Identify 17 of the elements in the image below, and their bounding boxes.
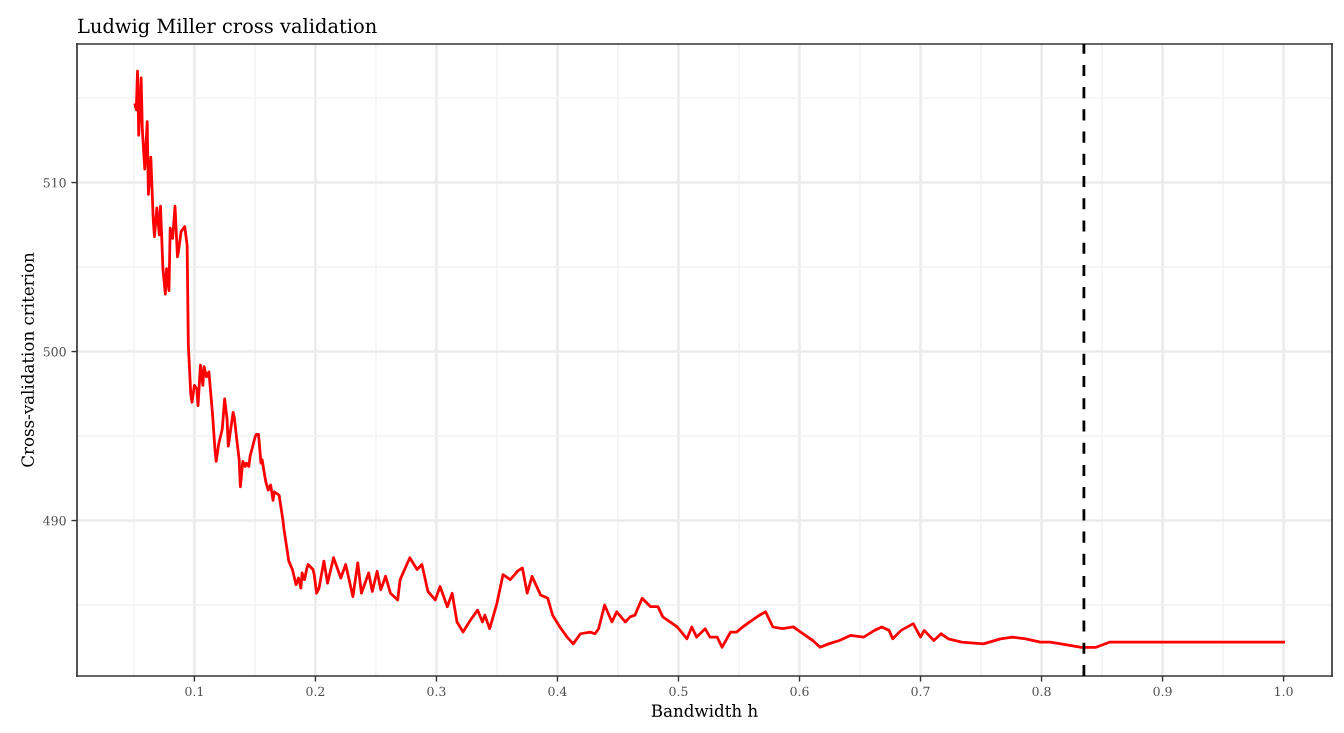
x-tick-label: 0.2 — [306, 686, 325, 697]
line-series — [133, 69, 1285, 649]
x-tick-label: 0.7 — [911, 686, 930, 697]
y-axis-title: Cross-validation criterion — [21, 252, 34, 467]
x-tick-label: 0.8 — [1032, 686, 1051, 697]
x-tick-label: 0.3 — [427, 686, 446, 697]
x-axis-title: Bandwidth h — [651, 704, 758, 717]
x-tick-label: 1.0 — [1275, 686, 1293, 697]
x-tick-label: 0.1 — [185, 686, 203, 697]
x-tick-label: 0.6 — [790, 686, 809, 697]
y-tick-label: 500 — [43, 347, 66, 357]
x-tick-label: 0.9 — [1153, 686, 1172, 697]
y-tick-label: 490 — [43, 516, 66, 526]
x-tick-label: 0.5 — [669, 686, 688, 697]
chart-title: Ludwig Miller cross validation — [78, 18, 377, 38]
y-tick-label: 510 — [43, 178, 66, 188]
x-tick-label: 0.4 — [548, 686, 567, 697]
